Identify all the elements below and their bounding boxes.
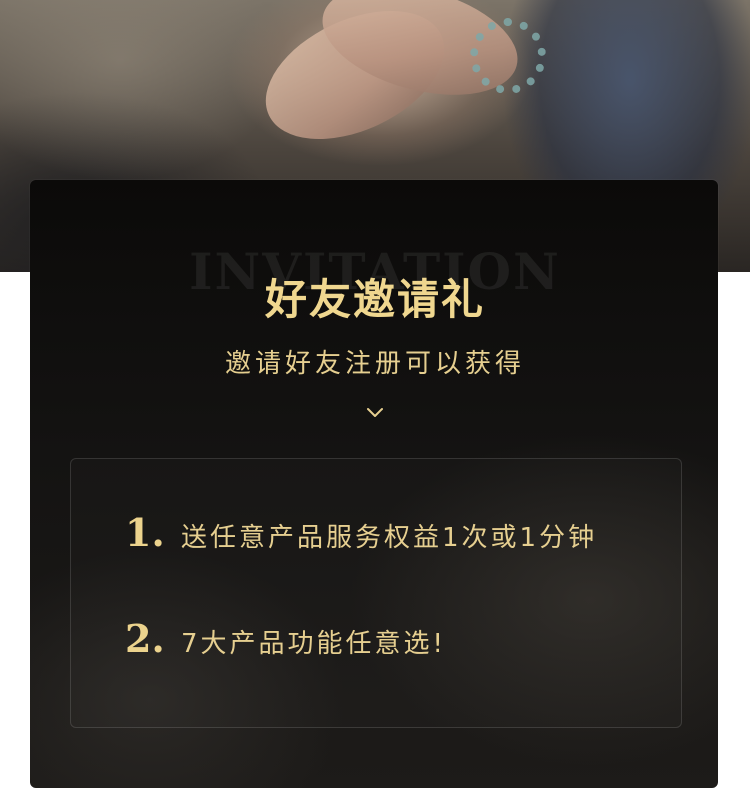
benefit-text: 7大产品功能任意选!: [181, 629, 446, 659]
chevron-down-icon: [367, 408, 383, 417]
benefit-number: 1.: [125, 510, 165, 555]
invitation-card: [30, 180, 718, 788]
benefit-item: 1. 送任意产品服务权益1次或1分钟: [125, 510, 597, 555]
benefits-box: [70, 458, 682, 728]
page-title: 好友邀请礼: [264, 275, 485, 324]
bracelet: [470, 18, 546, 94]
benefit-number: 2.: [125, 616, 165, 661]
page-subtitle: 邀请好友注册可以获得: [224, 349, 525, 379]
benefit-text: 送任意产品服务权益1次或1分钟: [181, 523, 598, 553]
watermark-text: INVITATION: [189, 242, 561, 301]
benefit-item: 2. 7大产品功能任意选!: [125, 616, 446, 661]
